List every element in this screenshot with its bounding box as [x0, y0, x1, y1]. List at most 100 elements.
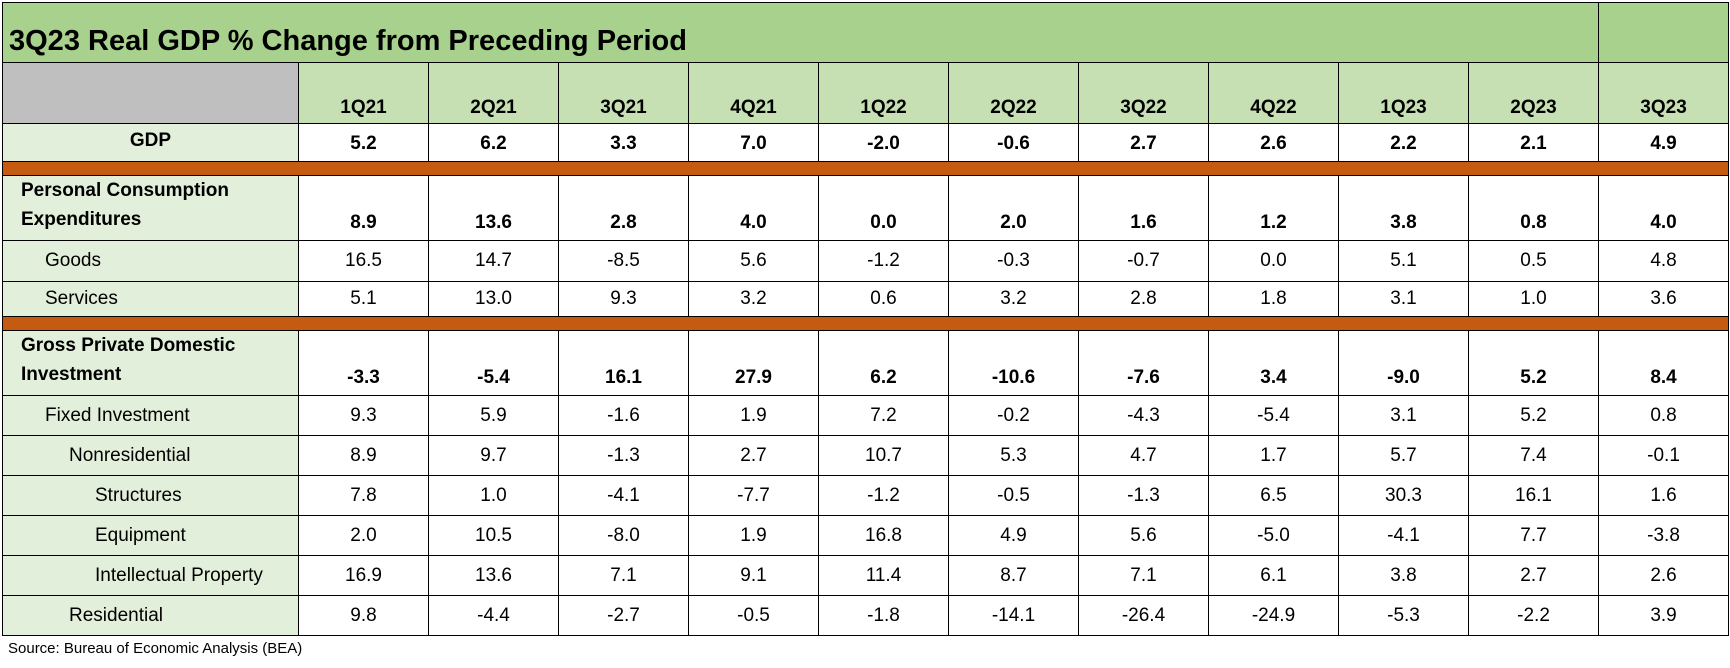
- value-cell: 16.1: [1467, 475, 1600, 516]
- row-label: Equipment: [2, 515, 299, 556]
- value-cell: 16.1: [558, 330, 689, 396]
- value-cell: 0.0: [818, 175, 949, 241]
- value-cell: -3.3: [298, 330, 429, 396]
- value-cell: 3.9: [1598, 595, 1730, 636]
- title-cell: [1598, 2, 1730, 63]
- value-cell: 2.7: [688, 435, 819, 476]
- value-cell: 30.3: [1338, 475, 1469, 516]
- value-cell: 8.7: [948, 555, 1079, 596]
- column-header: 3Q23: [1598, 62, 1730, 124]
- value-cell: -4.1: [558, 475, 689, 516]
- value-cell: 16.5: [298, 240, 429, 282]
- value-cell: 10.5: [428, 515, 559, 556]
- value-cell: 1.2: [1208, 175, 1339, 241]
- source-note: Source: Bureau of Economic Analysis (BEA…: [8, 640, 303, 657]
- separator: [1, 161, 1730, 176]
- value-cell: -7.6: [1078, 330, 1209, 396]
- section-row: Personal Consumption Expenditures 8.9 13.6…: [2, 175, 1730, 241]
- value-cell: -1.2: [818, 475, 949, 516]
- value-cell: 13.6: [428, 555, 559, 596]
- column-header: 1Q22: [818, 62, 949, 124]
- value-cell: -0.6: [948, 123, 1079, 162]
- value-cell: 2.0: [298, 515, 429, 556]
- value-cell: 27.9: [688, 330, 819, 396]
- row-label: GDP: [2, 123, 299, 162]
- value-cell: 5.6: [688, 240, 819, 282]
- value-cell: 4.9: [948, 515, 1079, 556]
- row-label: Fixed Investment: [2, 395, 299, 436]
- value-cell: 2.7: [1078, 123, 1209, 162]
- value-cell: -4.1: [1338, 515, 1469, 556]
- title-row: 3Q23 Real GDP % Change from Preceding Pe…: [1, 2, 1730, 63]
- value-cell: 2.8: [558, 175, 689, 241]
- row-label: Services: [2, 281, 299, 317]
- value-cell: 6.5: [1208, 475, 1339, 516]
- value-cell: 5.1: [1338, 240, 1469, 282]
- value-cell: -14.1: [948, 595, 1079, 636]
- value-cell: 5.2: [1467, 395, 1600, 436]
- value-cell: 9.3: [298, 395, 429, 436]
- row-label: Personal Consumption Expenditures: [2, 175, 299, 241]
- value-cell: -24.9: [1208, 595, 1339, 636]
- value-cell: 14.7: [428, 240, 559, 282]
- value-cell: 7.4: [1467, 435, 1600, 476]
- value-cell: 7.1: [1078, 555, 1209, 596]
- value-cell: -9.0: [1338, 330, 1469, 396]
- detail-row: Structures 7.8 1.0 -4.1 -7.7 -1.2 -0.5 -1.3 6.5 3…: [2, 475, 1730, 516]
- value-cell: -1.8: [818, 595, 949, 636]
- value-cell: 7.8: [298, 475, 429, 516]
- separator-row: [1, 161, 1730, 176]
- value-cell: -3.8: [1598, 515, 1730, 556]
- separator-row: [1, 316, 1730, 331]
- value-cell: -4.3: [1078, 395, 1209, 436]
- value-cell: 3.2: [948, 281, 1079, 317]
- row-label: Gross Private Domestic Investment: [2, 330, 299, 396]
- value-cell: -1.6: [558, 395, 689, 436]
- value-cell: 3.6: [1598, 281, 1730, 317]
- column-header: 2Q21: [428, 62, 559, 124]
- value-cell: 3.8: [1338, 175, 1469, 241]
- value-cell: -4.4: [428, 595, 559, 636]
- value-cell: 3.4: [1208, 330, 1339, 396]
- value-cell: -7.7: [688, 475, 819, 516]
- value-cell: 4.0: [688, 175, 819, 241]
- value-cell: -0.1: [1598, 435, 1730, 476]
- value-cell: 1.0: [1467, 281, 1600, 317]
- detail-row: Intellectual Property 16.9 13.6 7.1 9.1 11.4 8…: [2, 555, 1730, 596]
- value-cell: 3.1: [1338, 281, 1469, 317]
- value-cell: 9.8: [298, 595, 429, 636]
- value-cell: -0.5: [688, 595, 819, 636]
- value-cell: -2.2: [1467, 595, 1600, 636]
- value-cell: 7.2: [818, 395, 949, 436]
- value-cell: 0.0: [1208, 240, 1339, 282]
- value-cell: 8.9: [298, 175, 429, 241]
- value-cell: 5.2: [298, 123, 429, 162]
- value-cell: 1.0: [428, 475, 559, 516]
- value-cell: -5.3: [1338, 595, 1469, 636]
- detail-row: Residential 9.8 -4.4 -2.7 -0.5 -1.8 -14.1 -26.4…: [2, 595, 1730, 636]
- value-cell: 4.0: [1598, 175, 1730, 241]
- value-cell: 4.7: [1078, 435, 1209, 476]
- table-wrap: 3Q23 Real GDP % Change from Preceding Pe…: [1, 2, 1730, 636]
- column-header: 2Q22: [948, 62, 1079, 124]
- value-cell: 2.8: [1078, 281, 1209, 317]
- section-row: Gross Private Domestic Investment -3.3 -5.…: [2, 330, 1730, 396]
- separator: [1, 316, 1730, 331]
- value-cell: 0.8: [1598, 395, 1730, 436]
- column-header: 3Q22: [1078, 62, 1209, 124]
- value-cell: 0.8: [1467, 175, 1600, 241]
- corner-cell: [2, 62, 299, 124]
- column-header: 3Q21: [558, 62, 689, 124]
- row-label: Intellectual Property: [2, 555, 299, 596]
- value-cell: 6.2: [428, 123, 559, 162]
- value-cell: 3.2: [688, 281, 819, 317]
- value-cell: 13.0: [428, 281, 559, 317]
- value-cell: -8.5: [558, 240, 689, 282]
- value-cell: 1.7: [1208, 435, 1339, 476]
- value-cell: 7.0: [688, 123, 819, 162]
- value-cell: 5.7: [1338, 435, 1469, 476]
- value-cell: 8.9: [298, 435, 429, 476]
- value-cell: -0.5: [948, 475, 1079, 516]
- value-cell: 0.6: [818, 281, 949, 317]
